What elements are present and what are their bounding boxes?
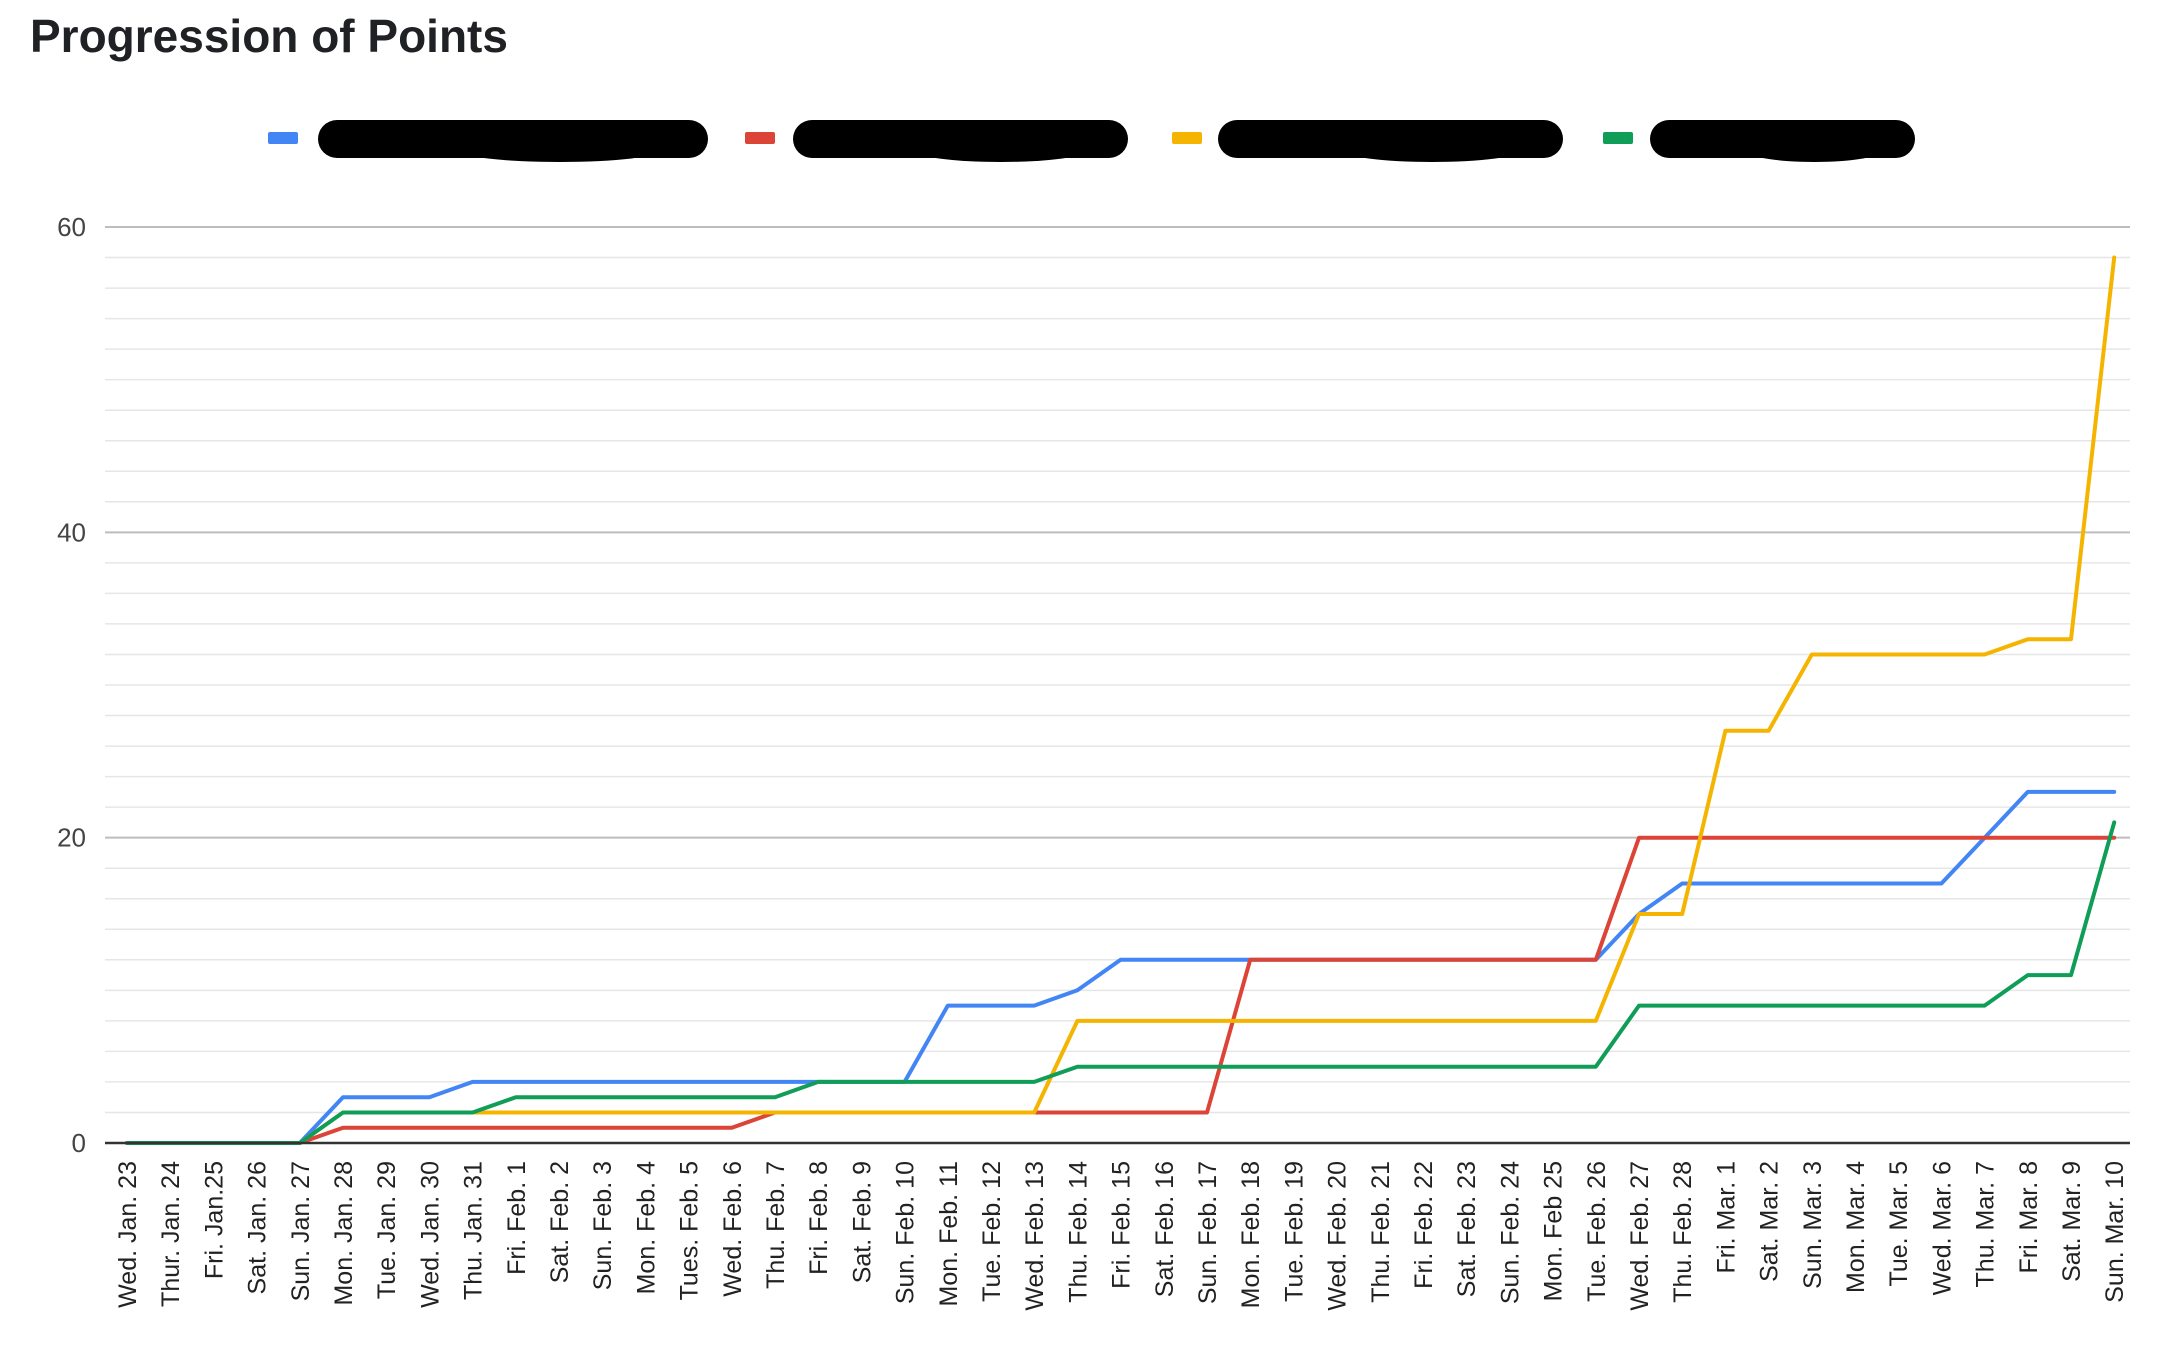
x-tick-label: Sat. Feb. 9 [848, 1161, 876, 1283]
x-tick-label: Sat. Feb. 23 [1453, 1161, 1481, 1297]
y-tick-label: 60 [57, 212, 86, 242]
x-tick-label: Tues. Feb. 5 [676, 1161, 704, 1300]
series-line-4 [125, 820, 2117, 1145]
x-tick-label: Sat. Feb. 2 [546, 1161, 574, 1283]
x-tick-label: Tue. Feb. 19 [1280, 1161, 1308, 1302]
x-tick-label: Mon. Feb 25 [1540, 1161, 1568, 1301]
x-tick-label: Thu. Feb. 7 [762, 1161, 790, 1289]
legend-swatch [268, 132, 298, 144]
legend-swatch [1172, 132, 1202, 144]
legend-swatch [1603, 132, 1633, 144]
legend-swatch [745, 132, 775, 144]
x-tick-label: Tue. Jan. 29 [373, 1161, 401, 1299]
x-tick-label: Mon. Jan. 28 [330, 1161, 358, 1306]
x-tick-label: Sun. Feb. 3 [589, 1161, 617, 1290]
x-tick-label: Tue. Mar. 5 [1885, 1161, 1913, 1287]
x-tick-label: Sun. Feb. 10 [892, 1161, 920, 1304]
legend-label-redaction-stroke [1745, 138, 1884, 162]
legend-label-redaction-stroke [458, 138, 662, 162]
series-line-2 [125, 835, 2117, 1145]
chart-title: Progression of Points [30, 10, 508, 62]
x-tick-label: Thu. Feb. 28 [1669, 1161, 1697, 1303]
x-tick-label: Wed. Feb. 27 [1626, 1161, 1654, 1311]
x-tick-label: Thu. Jan. 31 [460, 1161, 488, 1300]
x-tick-label: Sun. Feb. 17 [1194, 1161, 1222, 1304]
x-tick-label: Sat. Jan. 26 [244, 1161, 272, 1294]
legend [268, 120, 1915, 162]
x-tick-label: Sat. Mar. 9 [2058, 1161, 2086, 1282]
x-tick-label: Thu. Feb. 21 [1367, 1161, 1395, 1303]
x-tick-label: Fri. Feb. 8 [805, 1161, 833, 1275]
x-tick-label: Mon. Mar. 4 [1842, 1161, 1870, 1293]
series-line-1 [125, 789, 2117, 1145]
y-tick-label: 0 [72, 1128, 86, 1158]
x-tick-label: Wed. Feb. 20 [1324, 1161, 1352, 1311]
y-tick-label: 20 [57, 823, 86, 853]
x-tick-label: Wed. Jan. 30 [416, 1161, 444, 1308]
x-tick-label: Sat. Feb. 16 [1151, 1161, 1179, 1297]
x-tick-label: Sat. Mar. 2 [1756, 1161, 1784, 1282]
x-tick-label: Fri. Jan.25 [200, 1161, 228, 1279]
x-tick-label: Wed. Feb. 6 [719, 1161, 747, 1297]
x-tick-label: Thur. Jan. 24 [157, 1161, 185, 1307]
y-axis: 0 20 40 60 [57, 212, 86, 1158]
x-tick-label: Sun. Mar. 10 [2101, 1161, 2129, 1303]
legend-label-redaction-stroke [913, 138, 1088, 162]
x-tick-label: Mon. Feb. 18 [1237, 1161, 1265, 1308]
x-tick-label: Mon. Feb. 4 [632, 1161, 660, 1294]
x-tick-label: Sun. Feb. 24 [1496, 1161, 1524, 1304]
x-tick-label: Thu. Mar. 7 [1972, 1161, 2000, 1287]
x-tick-label: Thu. Feb. 14 [1064, 1161, 1092, 1303]
x-tick-label: Mon. Feb. 11 [935, 1161, 963, 1306]
x-tick-label: Fri. Feb. 1 [503, 1161, 531, 1275]
x-tick-label: Sun. Jan. 27 [287, 1161, 315, 1301]
series-lines [125, 255, 2117, 1145]
x-tick-label: Fri. Mar. 1 [1712, 1161, 1740, 1274]
x-tick-label: Fri. Feb. 15 [1108, 1161, 1136, 1289]
gridlines [105, 226, 2130, 1114]
x-axis: Wed. Jan. 23 Thur. Jan. 24 Fri. Jan.25 Sat.… [105, 1141, 2130, 1311]
x-tick-label: Sun. Mar. 3 [1799, 1161, 1827, 1289]
series-line-3 [125, 255, 2117, 1145]
x-tick-label: Wed. Mar. 6 [1928, 1161, 1956, 1295]
y-tick-label: 40 [57, 517, 86, 547]
x-tick-label: Fri. Feb. 22 [1410, 1161, 1438, 1289]
legend-label-redaction-stroke [1342, 138, 1522, 162]
x-tick-label: Wed. Feb. 13 [1021, 1161, 1049, 1311]
x-tick-label: Tue. Feb. 26 [1583, 1161, 1611, 1302]
x-tick-label: Tue. Feb. 12 [978, 1161, 1006, 1302]
x-tick-label: Fri. Mar. 8 [2015, 1161, 2043, 1274]
x-tick-label: Wed. Jan. 23 [114, 1161, 142, 1308]
